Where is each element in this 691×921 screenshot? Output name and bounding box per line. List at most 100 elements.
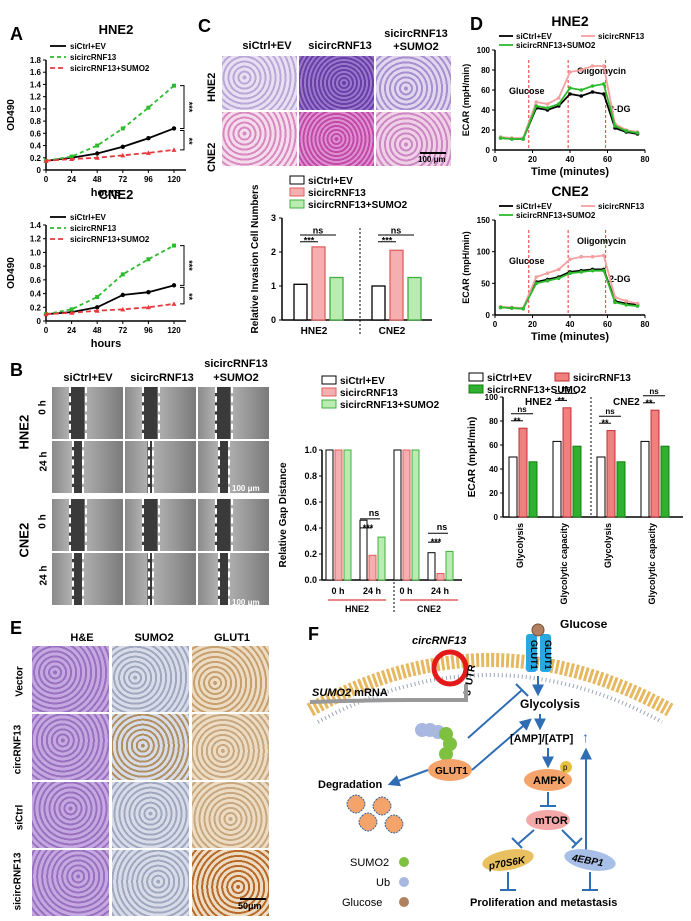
d-xlabel-0: Time (minutes)	[531, 166, 609, 178]
ampk-node	[524, 769, 572, 791]
b-wound-img-2-2	[198, 499, 269, 551]
a-series-1-1	[45, 244, 175, 316]
mtor-label: mTOR	[535, 815, 568, 827]
ampk-label: AMPK	[533, 775, 565, 787]
up-arrow-icon: ↑	[582, 729, 589, 745]
c-scale-label: 100 μm	[418, 155, 446, 164]
panel-f-schematic: GLUT1 GLUT1 Glucose circRNF13 3' UTR SUM…	[306, 620, 674, 909]
a-sig1-1: ***	[184, 260, 194, 271]
b-wound-edge-left	[71, 441, 74, 493]
b-legend-2: sicircRNF13+SUMO2	[340, 400, 440, 411]
c-xcat-0: HNE2	[301, 326, 328, 337]
b-wound-edge-right	[81, 553, 84, 605]
d-point-1-1-6	[568, 257, 572, 262]
c-legend-2: sicircRNF13+SUMO2	[308, 200, 408, 211]
d-point-0-2-2	[521, 137, 525, 141]
d-ytick-label-0-3: 60	[481, 86, 490, 95]
a-sig2-0: **	[184, 138, 194, 146]
a-point-0-0-4	[146, 136, 151, 141]
glut1-label-left: GLUT1	[529, 640, 539, 670]
b-wound-edge-left	[215, 499, 218, 551]
b-row-hne2: HNE2	[16, 414, 32, 450]
d-point-1-1-3	[534, 275, 539, 279]
e-col-he: H&E	[70, 632, 94, 644]
c-sig-star-0: ***	[304, 235, 315, 245]
d-ytick-label-0-1: 20	[481, 126, 490, 135]
b-wound-img-1-1	[125, 441, 196, 493]
b-scale-1: 100 μm	[232, 484, 260, 493]
e-ihc-img-0-2	[192, 646, 269, 712]
a-point-1-0-2	[95, 305, 100, 310]
a-point-0-0-5	[171, 126, 177, 131]
d-point-1-1-8	[590, 254, 595, 259]
d-point-0-2-1	[510, 137, 514, 141]
d-point-0-1-5	[556, 96, 561, 100]
a-series-0-1	[45, 84, 175, 162]
c-img-cne2-ctrl	[222, 112, 297, 166]
b-wound-edge-left	[71, 553, 74, 605]
d-annot-1-2: 2-DG	[609, 274, 631, 284]
d-legend-1-0: siCtrl+EV	[516, 202, 552, 211]
d-xtick-label-0-2: 40	[566, 155, 575, 164]
mrna-strand	[309, 684, 468, 704]
b-label-24h-1: 24 h	[38, 451, 50, 472]
circrnf13-label: circRNF13	[412, 635, 466, 647]
b-row-cne2: CNE2	[16, 522, 32, 558]
a-ylabel-1: OD490	[6, 257, 17, 289]
d3-ytick-label-1: 20	[489, 489, 498, 498]
a-ytick-label-1-3: 0.6	[30, 276, 42, 285]
b-bar-1-2	[377, 536, 386, 581]
a-ytick-label-0-6: 1.2	[30, 93, 42, 102]
d-annot-1-1: Oligomycin	[577, 236, 626, 246]
panel-d-lines: HNE2 0 20 40 60 80 100 0 20 40 60 80 Time (minutes) E…	[461, 13, 650, 343]
a-point-0-1-5	[172, 83, 176, 88]
d-point-0-0-8	[590, 90, 595, 94]
d3-legend-swatch-2	[468, 384, 484, 394]
d-point-1-2-9	[601, 268, 606, 273]
d-legend-1-1: sicircRNF13	[598, 202, 645, 211]
d-title-1: CNE2	[551, 183, 589, 199]
d3-bar-0-1	[518, 427, 528, 518]
b-xgroup-0: 0 h	[331, 586, 344, 596]
d-xtick-label-1-3: 60	[603, 320, 612, 329]
b-bar-3-1	[436, 573, 445, 581]
d-xtick-label-1-2: 40	[566, 320, 575, 329]
a-point-1-1-2	[95, 295, 100, 299]
b-label-0h-2: 0 h	[37, 514, 49, 529]
a-ytick-label-1-2: 0.4	[30, 290, 42, 299]
a-ytick-label-0-7: 1.4	[30, 80, 42, 89]
c-img-cne2-sumo	[376, 112, 451, 166]
d3-ytick-label-5: 100	[485, 393, 499, 402]
a-point-1-0-5	[171, 283, 177, 288]
b-legend-swatch-2	[321, 399, 337, 409]
d-point-0-2-3	[534, 104, 539, 108]
b-label-0h-1: 0 h	[37, 400, 49, 415]
d-xtick-label-0-0: 0	[493, 155, 498, 164]
a-ytick-label-0-9: 1.8	[30, 56, 42, 65]
a-legend-1-2: sicircRNF13+SUMO2	[70, 235, 150, 244]
c-sig-star-1: ***	[382, 235, 393, 245]
b-ytick-label-0: 0.0	[304, 575, 317, 585]
e-ihc-img-1-1	[112, 714, 189, 780]
d-xtick-label-0-3: 60	[603, 155, 612, 164]
a-xtick-label-0-2: 48	[93, 175, 102, 184]
a-bracket1-1	[180, 245, 185, 286]
d-point-0-1-6	[568, 70, 572, 74]
e-ihc-img-3-1	[112, 850, 189, 916]
d-ytick-label-1-3: 150	[477, 216, 491, 225]
b-xgroup-1: 24 h	[363, 586, 381, 596]
b-legend-1: sicircRNF13	[340, 388, 398, 399]
b-bar-2-1	[402, 449, 411, 581]
d3-bar-1-0	[552, 440, 562, 518]
b-wound-edge-right	[230, 499, 233, 551]
d3-cell-cne2: CNE2	[613, 397, 640, 408]
a-ytick-label-0-1: 0.2	[30, 154, 42, 163]
d-point-0-1-9	[601, 64, 606, 68]
d-point-1-2-10	[613, 300, 617, 305]
a-point-0-2-1	[69, 156, 75, 161]
d-ytick-label-0-5: 100	[477, 46, 491, 55]
a-point-1-1-3	[120, 272, 125, 277]
d-point-0-0-7	[579, 94, 584, 98]
